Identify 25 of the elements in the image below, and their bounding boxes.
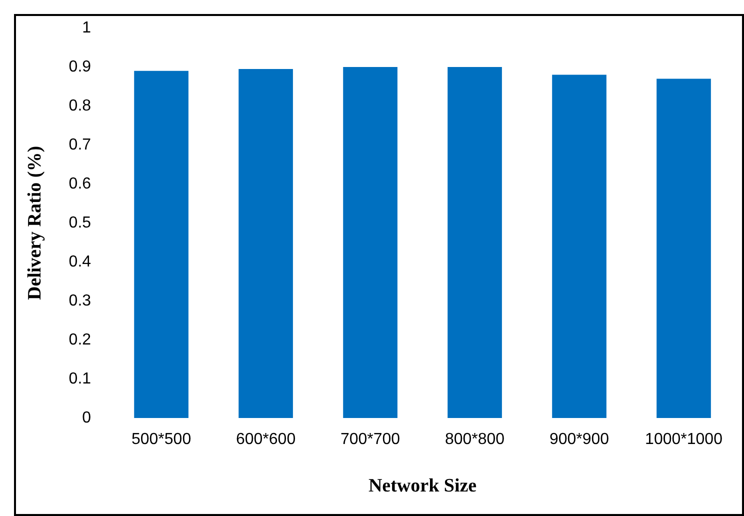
y-tick-label: 0.4: [68, 253, 92, 270]
y-tick-label: 0.5: [68, 214, 92, 232]
x-axis-title: Network Size: [368, 476, 477, 497]
y-tick-label: 0.7: [68, 136, 92, 154]
y-tick-label: 0.8: [68, 97, 92, 114]
x-tick-label: 500*500: [131, 431, 192, 448]
bar: [134, 70, 188, 418]
x-tick-label: 700*700: [340, 431, 400, 448]
bar: [238, 68, 293, 418]
x-tick-label: 600*600: [236, 431, 296, 448]
bar: [656, 78, 711, 418]
x-tick-label: 900*900: [549, 431, 610, 448]
y-tick-label: 0.3: [68, 292, 92, 310]
y-tick-label: 0: [82, 409, 92, 426]
bar: [343, 67, 398, 418]
y-axis-title: Delivery Ratio (%): [24, 146, 46, 300]
bar: [552, 74, 606, 418]
bar: [448, 67, 502, 418]
y-tick-label: 1: [82, 19, 92, 36]
y-tick-label: 0.6: [68, 175, 92, 192]
x-tick-label: 1000*1000: [645, 431, 723, 448]
x-tick-label: 800*800: [444, 431, 505, 448]
y-tick-label: 0.9: [68, 58, 92, 76]
y-tick-label: 0.1: [68, 370, 92, 388]
y-tick-label: 0.2: [68, 331, 92, 348]
